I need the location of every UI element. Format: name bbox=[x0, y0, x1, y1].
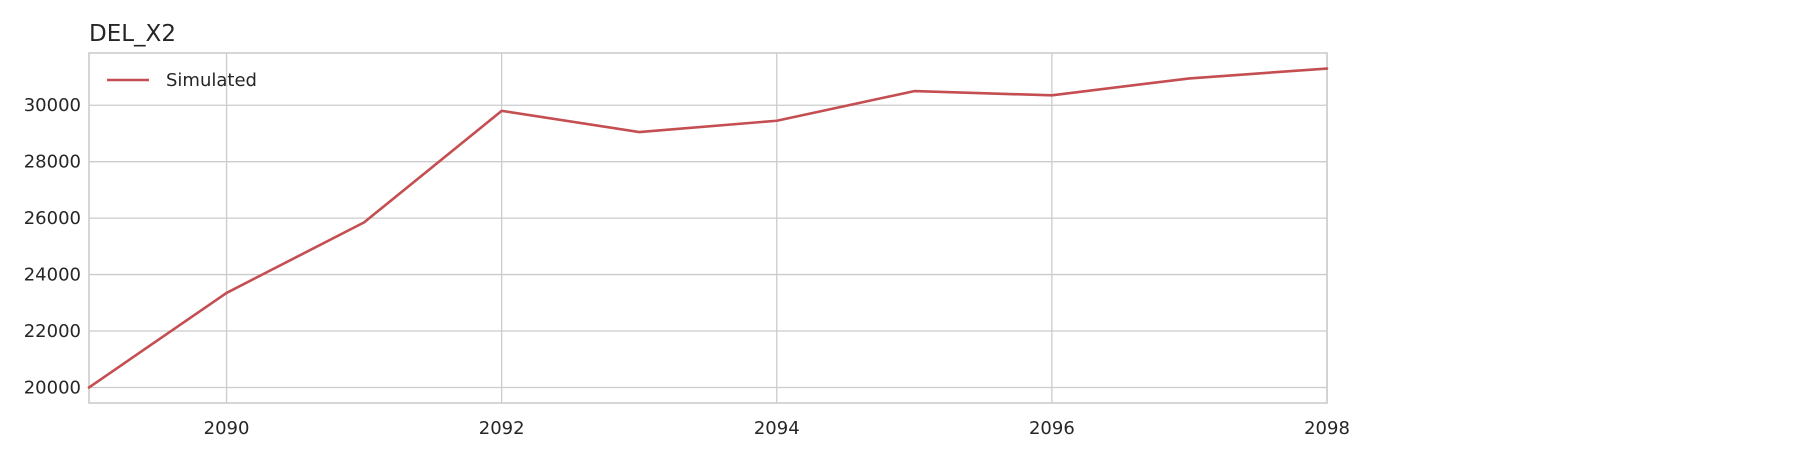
legend: Simulated bbox=[107, 70, 257, 91]
x-tick-label: 2090 bbox=[204, 418, 250, 439]
chart-title: DEL_X2 bbox=[89, 21, 176, 47]
x-tick-label: 2094 bbox=[754, 418, 800, 439]
y-tick-label: 26000 bbox=[24, 208, 81, 229]
y-axis: 20000 22000 24000 26000 28000 30000 bbox=[24, 95, 81, 398]
series-line-simulated bbox=[87, 67, 1329, 389]
y-tick-label: 20000 bbox=[24, 377, 81, 398]
y-tick-label: 30000 bbox=[24, 95, 81, 116]
plot-area bbox=[88, 52, 1328, 404]
y-tick-label: 28000 bbox=[24, 152, 81, 173]
y-tick-label: 22000 bbox=[24, 321, 81, 342]
y-tick-label: 24000 bbox=[24, 265, 81, 286]
x-axis: 2090 2092 2094 2096 2098 bbox=[204, 418, 1350, 439]
grid bbox=[89, 53, 1328, 403]
series-layer bbox=[87, 67, 1329, 389]
x-tick-label: 2098 bbox=[1304, 418, 1350, 439]
x-tick-label: 2092 bbox=[479, 418, 525, 439]
legend-label-simulated: Simulated bbox=[166, 70, 257, 91]
x-tick-label: 2096 bbox=[1029, 418, 1075, 439]
